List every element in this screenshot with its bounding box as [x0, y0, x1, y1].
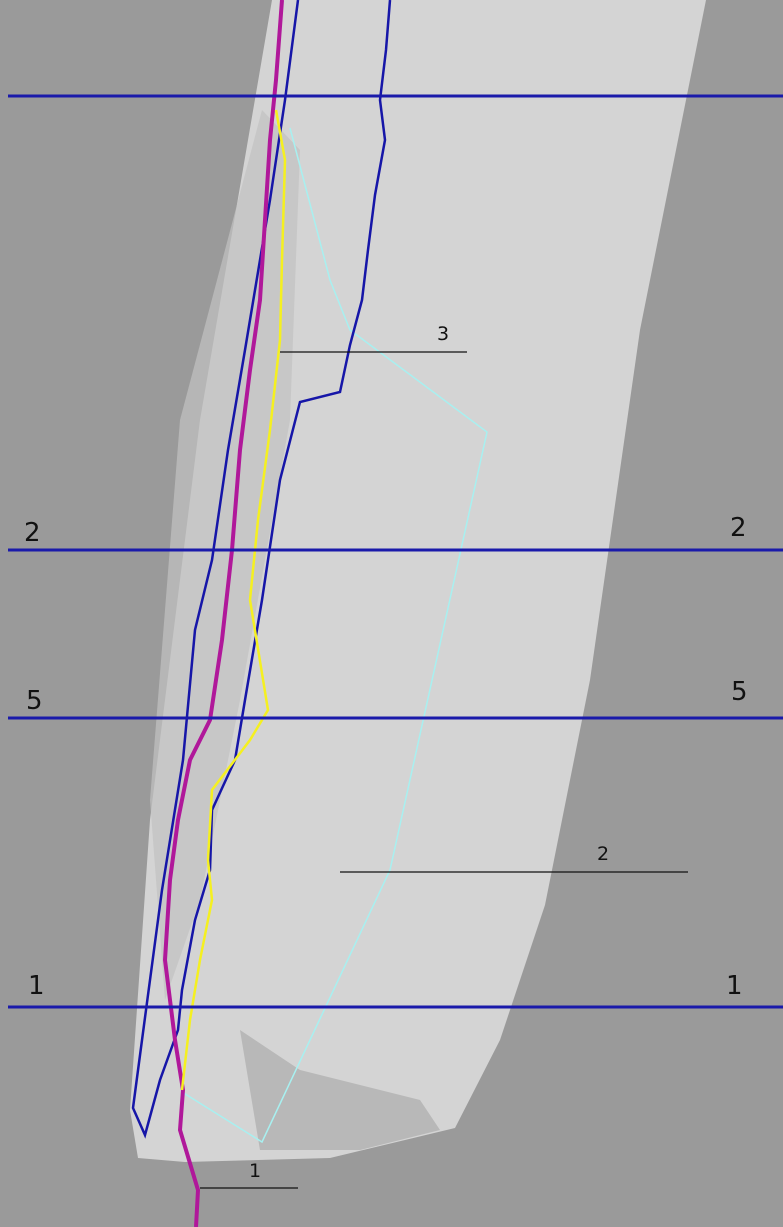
callout-label: 1	[249, 1160, 261, 1182]
section-label: 1	[726, 971, 743, 1001]
section-label: 5	[731, 677, 748, 707]
diagram: 2 2 5 5 1 1 3 2 1	[0, 0, 783, 1227]
page: 2 2 5 5 1 1 3 2 1 (() => { const data = …	[0, 0, 783, 1227]
section-label: 2	[730, 513, 747, 543]
callout-label: 2	[597, 843, 609, 865]
callout-label: 3	[437, 323, 449, 345]
section-label: 1	[28, 971, 45, 1001]
section-label: 2	[24, 518, 41, 548]
section-label: 5	[26, 686, 43, 716]
